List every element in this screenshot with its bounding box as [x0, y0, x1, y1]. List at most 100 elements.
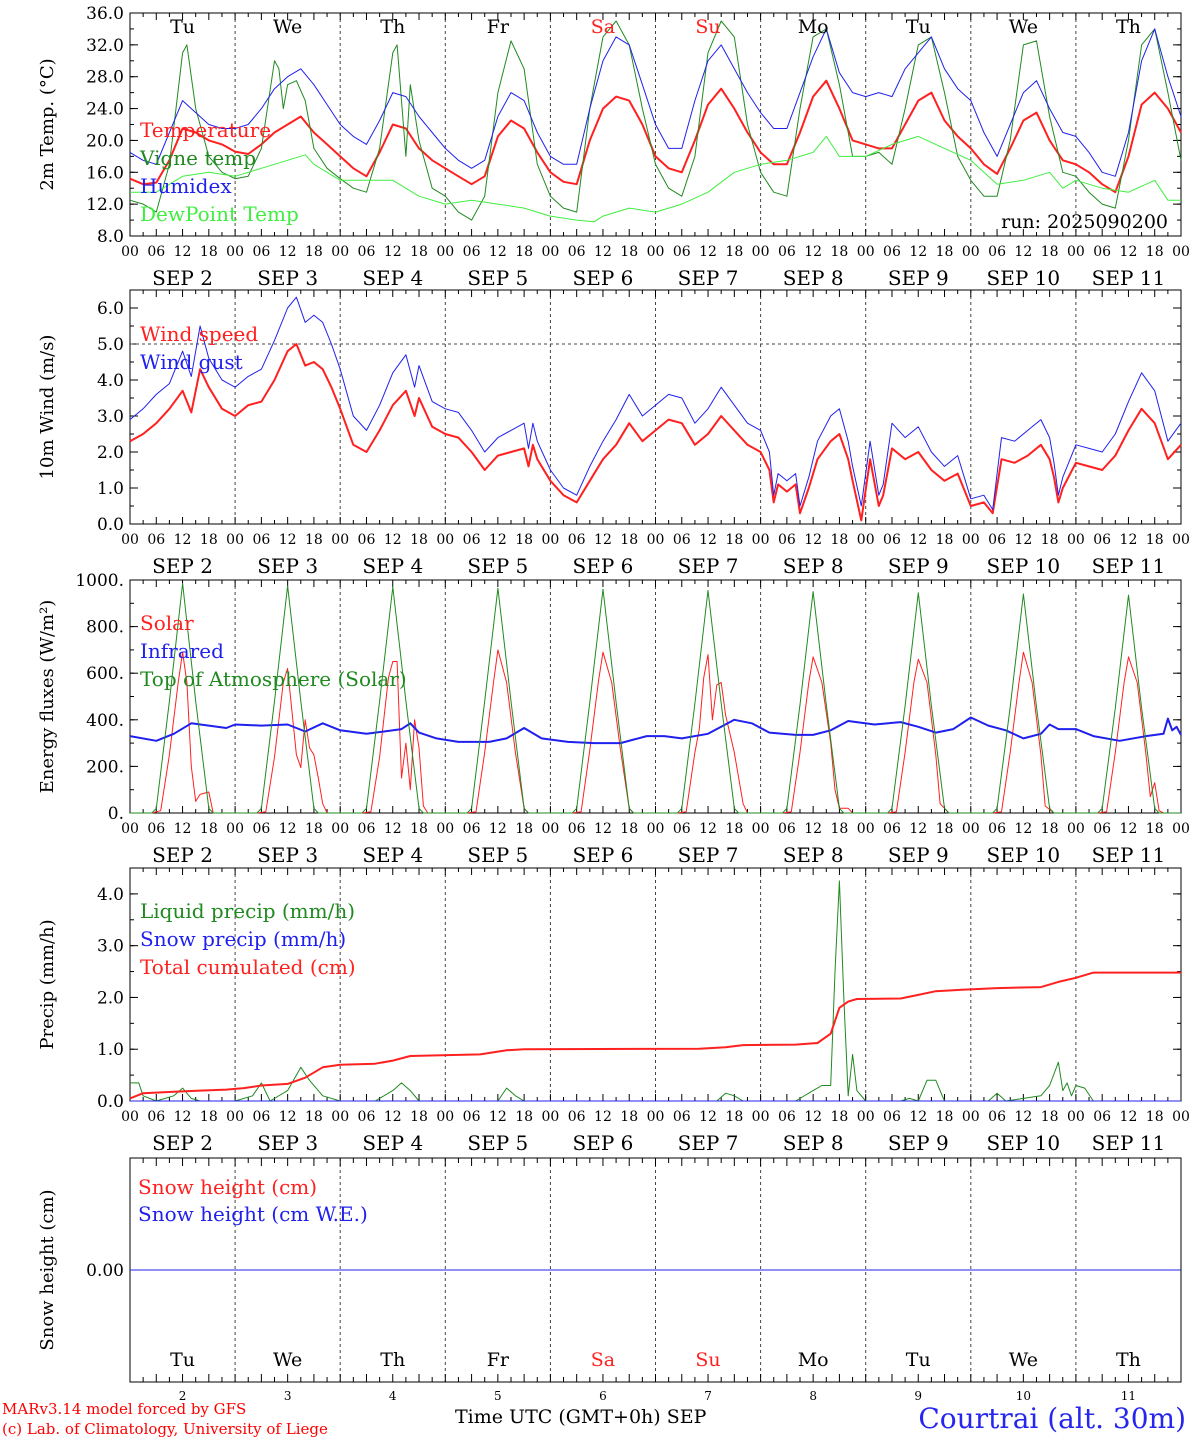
weekday-label: We [273, 16, 302, 38]
y-tick-label: 2.0 [97, 443, 124, 463]
hour-tick-label: 06 [673, 821, 691, 837]
model-credit: MARv3.14 model forced by GFS [2, 1400, 247, 1418]
legend-label: Top of Atmosphere (Solar) [140, 667, 407, 691]
hour-tick-label: 06 [673, 532, 691, 548]
hour-tick-label: 12 [1014, 244, 1032, 260]
hour-tick-label: 12 [804, 244, 822, 260]
date-label: SEP 2 [152, 266, 213, 290]
hour-tick-label: 00 [647, 244, 665, 260]
hour-tick-label: 06 [358, 1109, 376, 1125]
y-tick-label: 6.0 [97, 299, 124, 319]
weekday-label: Mo [798, 1349, 829, 1371]
hour-tick-label: 18 [1146, 244, 1164, 260]
weekday-label: Su [695, 1349, 720, 1371]
date-label: SEP 8 [783, 1131, 844, 1155]
date-label: SEP 5 [467, 1131, 528, 1155]
date-label: SEP 10 [987, 554, 1061, 578]
series-line [129, 20, 1182, 221]
hour-tick-label: 12 [489, 1109, 507, 1125]
series-line [129, 343, 1182, 522]
hour-tick-label: 18 [725, 821, 743, 837]
hour-tick-label: 18 [725, 1109, 743, 1125]
legend-label: Temperature [140, 118, 271, 142]
weekday-label: Tu [170, 16, 195, 38]
hour-tick-label: 00 [121, 821, 139, 837]
date-label: SEP 5 [467, 843, 528, 867]
hour-tick-label: 18 [410, 244, 428, 260]
date-label: SEP 9 [888, 843, 949, 867]
hour-tick-label: 18 [410, 532, 428, 548]
hour-tick-label: 12 [489, 821, 507, 837]
hour-tick-label: 12 [1120, 532, 1138, 548]
hour-tick-label: 06 [568, 532, 586, 548]
hour-tick-label: 00 [1172, 821, 1190, 837]
y-tick-label: 2.0 [97, 988, 124, 1008]
y-axis-title: Snow height (cm) [37, 1189, 58, 1350]
hour-tick-label: 18 [200, 821, 218, 837]
y-axis-title: 10m Wind (m/s) [37, 335, 58, 480]
hour-tick-label: 00 [1067, 532, 1085, 548]
hour-tick-label: 06 [568, 1109, 586, 1125]
hour-tick-label: 18 [515, 1109, 533, 1125]
y-tick-label: 0.00 [86, 1261, 124, 1281]
hour-tick-label: 12 [909, 1109, 927, 1125]
day-number-label: 9 [914, 1389, 922, 1403]
legend-label: Snow height (cm) [138, 1175, 317, 1199]
date-label: SEP 6 [573, 266, 634, 290]
hour-tick-label: 00 [1172, 244, 1190, 260]
hour-tick-label: 12 [804, 821, 822, 837]
legend-label: DewPoint Temp [140, 202, 299, 226]
hour-tick-label: 06 [252, 821, 270, 837]
hour-tick-label: 12 [804, 532, 822, 548]
legend-label: Wind gust [140, 350, 243, 374]
date-label: SEP 7 [678, 1131, 739, 1155]
hour-tick-label: 00 [226, 244, 244, 260]
hour-tick-label: 06 [358, 532, 376, 548]
date-label: SEP 5 [467, 266, 528, 290]
date-label: SEP 3 [257, 554, 318, 578]
hour-tick-label: 12 [384, 821, 402, 837]
hour-tick-label: 12 [1014, 1109, 1032, 1125]
weekday-label: Th [380, 16, 405, 38]
series-line [130, 135, 1181, 223]
date-label: SEP 9 [888, 266, 949, 290]
hour-tick-label: 00 [1067, 1109, 1085, 1125]
hour-tick-label: 06 [463, 244, 481, 260]
y-axis-title: 2m Temp. (°C) [37, 58, 58, 190]
hour-tick-label: 18 [1146, 821, 1164, 837]
hour-tick-label: 06 [568, 821, 586, 837]
hour-tick-label: 12 [279, 244, 297, 260]
date-label: SEP 3 [257, 266, 318, 290]
date-label: SEP 7 [678, 554, 739, 578]
hour-tick-label: 18 [515, 821, 533, 837]
hour-tick-label: 18 [305, 532, 323, 548]
hour-tick-label: 12 [1014, 532, 1032, 548]
y-tick-label: 16.0 [86, 163, 124, 183]
hour-tick-label: 06 [673, 1109, 691, 1125]
hour-tick-label: 00 [331, 821, 349, 837]
hour-tick-label: 00 [857, 821, 875, 837]
hour-tick-label: 18 [1041, 244, 1059, 260]
series-line [129, 716, 1182, 745]
hour-tick-label: 18 [200, 244, 218, 260]
y-axis-title: Energy fluxes (W/m²) [37, 600, 58, 794]
hour-tick-label: 06 [463, 821, 481, 837]
legend-label: Snow precip (mm/h) [140, 927, 346, 951]
y-tick-label: 200. [86, 757, 124, 777]
y-tick-label: 3.0 [97, 937, 124, 957]
date-label: SEP 10 [987, 843, 1061, 867]
hour-tick-label: 12 [1120, 821, 1138, 837]
hour-tick-label: 06 [988, 821, 1006, 837]
date-label: SEP 10 [987, 1131, 1061, 1155]
hour-tick-label: 00 [1067, 244, 1085, 260]
hour-tick-label: 06 [147, 1109, 165, 1125]
date-label: SEP 10 [987, 266, 1061, 290]
hour-tick-label: 18 [305, 244, 323, 260]
hour-tick-label: 12 [804, 1109, 822, 1125]
weekday-label: Tu [906, 1349, 931, 1371]
hour-tick-label: 12 [909, 532, 927, 548]
hour-tick-label: 12 [1014, 821, 1032, 837]
hour-tick-label: 18 [831, 821, 849, 837]
hour-tick-label: 18 [936, 821, 954, 837]
y-tick-label: 4.0 [97, 371, 124, 391]
